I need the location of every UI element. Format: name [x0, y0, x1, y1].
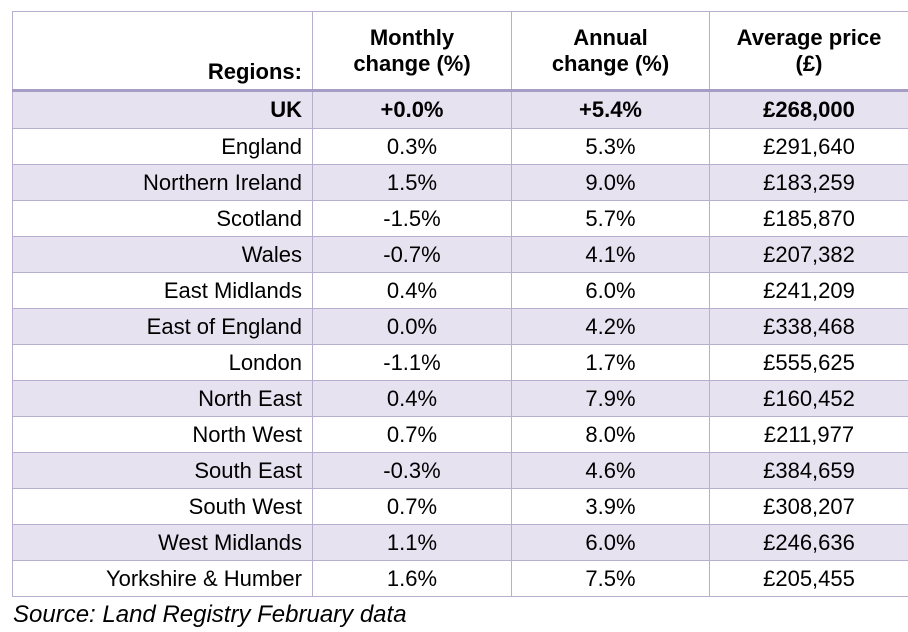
region-cell: North West — [12, 416, 313, 453]
monthly-change-cell: 1.1% — [312, 524, 512, 561]
monthly-change-cell: -0.3% — [312, 452, 512, 489]
header-price-line2: (£) — [795, 50, 823, 76]
table-row-uk-total: UK +0.0% +5.4% £268,000 — [12, 90, 908, 129]
region-cell: West Midlands — [12, 524, 313, 561]
region-cell: Northern Ireland — [12, 164, 313, 201]
region-cell: North East — [12, 380, 313, 417]
region-cell: London — [12, 344, 313, 381]
monthly-change-cell: -0.7% — [312, 236, 512, 273]
monthly-change-cell: +0.0% — [312, 90, 512, 129]
annual-change-cell: +5.4% — [511, 90, 710, 129]
annual-change-cell: 3.9% — [511, 488, 710, 525]
average-price-cell: £246,636 — [709, 524, 908, 561]
average-price-cell: £291,640 — [709, 128, 908, 165]
annual-change-cell: 7.9% — [511, 380, 710, 417]
table-header-row: Regions: Monthly change (%) Annual chang… — [12, 11, 908, 91]
header-regions-label: Regions: — [207, 59, 302, 84]
average-price-cell: £268,000 — [709, 90, 908, 129]
region-cell: South West — [12, 488, 313, 525]
table-row: Scotland -1.5% 5.7% £185,870 — [12, 200, 908, 237]
annual-change-cell: 8.0% — [511, 416, 710, 453]
table-row: Wales -0.7% 4.1% £207,382 — [12, 236, 908, 273]
table-row: East Midlands 0.4% 6.0% £241,209 — [12, 272, 908, 309]
region-cell: England — [12, 128, 313, 165]
table-row: East of England 0.0% 4.2% £338,468 — [12, 308, 908, 345]
annual-change-cell: 5.3% — [511, 128, 710, 165]
table-row: London -1.1% 1.7% £555,625 — [12, 344, 908, 381]
region-cell: Scotland — [12, 200, 313, 237]
annual-change-cell: 4.2% — [511, 308, 710, 345]
header-price-line1: Average price — [736, 24, 882, 50]
average-price-cell: £160,452 — [709, 380, 908, 417]
table-row: Northern Ireland 1.5% 9.0% £183,259 — [12, 164, 908, 201]
monthly-change-cell: 1.5% — [312, 164, 512, 201]
monthly-change-cell: 0.4% — [312, 272, 512, 309]
table-row: England 0.3% 5.3% £291,640 — [12, 128, 908, 165]
regional-house-price-table: Regions: Monthly change (%) Annual chang… — [12, 11, 908, 597]
region-cell: Yorkshire & Humber — [12, 560, 313, 597]
source-note: Source: Land Registry February data — [13, 601, 407, 628]
average-price-cell: £185,870 — [709, 200, 908, 237]
region-cell: Wales — [12, 236, 313, 273]
annual-change-cell: 5.7% — [511, 200, 710, 237]
header-monthly-line2: change (%) — [353, 50, 471, 76]
header-average-price: Average price (£) — [709, 11, 908, 91]
annual-change-cell: 9.0% — [511, 164, 710, 201]
header-regions: Regions: — [12, 11, 313, 91]
annual-change-cell: 6.0% — [511, 272, 710, 309]
header-annual-change: Annual change (%) — [511, 11, 710, 91]
average-price-cell: £183,259 — [709, 164, 908, 201]
table-row: North East 0.4% 7.9% £160,452 — [12, 380, 908, 417]
monthly-change-cell: 0.7% — [312, 416, 512, 453]
region-cell: UK — [12, 90, 313, 129]
annual-change-cell: 7.5% — [511, 560, 710, 597]
region-cell: South East — [12, 452, 313, 489]
header-monthly-line1: Monthly — [369, 24, 455, 50]
price-table-container: Regions: Monthly change (%) Annual chang… — [12, 11, 908, 597]
region-cell: East Midlands — [12, 272, 313, 309]
average-price-cell: £205,455 — [709, 560, 908, 597]
annual-change-cell: 4.1% — [511, 236, 710, 273]
average-price-cell: £384,659 — [709, 452, 908, 489]
average-price-cell: £555,625 — [709, 344, 908, 381]
monthly-change-cell: 0.3% — [312, 128, 512, 165]
table-row: West Midlands 1.1% 6.0% £246,636 — [12, 524, 908, 561]
annual-change-cell: 6.0% — [511, 524, 710, 561]
region-cell: East of England — [12, 308, 313, 345]
table-row: South East -0.3% 4.6% £384,659 — [12, 452, 908, 489]
annual-change-cell: 1.7% — [511, 344, 710, 381]
monthly-change-cell: 1.6% — [312, 560, 512, 597]
monthly-change-cell: -1.1% — [312, 344, 512, 381]
monthly-change-cell: 0.4% — [312, 380, 512, 417]
average-price-cell: £338,468 — [709, 308, 908, 345]
header-annual-line1: Annual — [573, 24, 648, 50]
table-row: South West 0.7% 3.9% £308,207 — [12, 488, 908, 525]
table-body: UK +0.0% +5.4% £268,000 England 0.3% 5.3% £291,… — [12, 90, 908, 597]
average-price-cell: £211,977 — [709, 416, 908, 453]
table-row: North West 0.7% 8.0% £211,977 — [12, 416, 908, 453]
monthly-change-cell: 0.7% — [312, 488, 512, 525]
annual-change-cell: 4.6% — [511, 452, 710, 489]
average-price-cell: £308,207 — [709, 488, 908, 525]
header-monthly-change: Monthly change (%) — [312, 11, 512, 91]
average-price-cell: £207,382 — [709, 236, 908, 273]
table-row: Yorkshire & Humber 1.6% 7.5% £205,455 — [12, 560, 908, 597]
monthly-change-cell: 0.0% — [312, 308, 512, 345]
average-price-cell: £241,209 — [709, 272, 908, 309]
monthly-change-cell: -1.5% — [312, 200, 512, 237]
header-annual-line2: change (%) — [551, 50, 670, 76]
